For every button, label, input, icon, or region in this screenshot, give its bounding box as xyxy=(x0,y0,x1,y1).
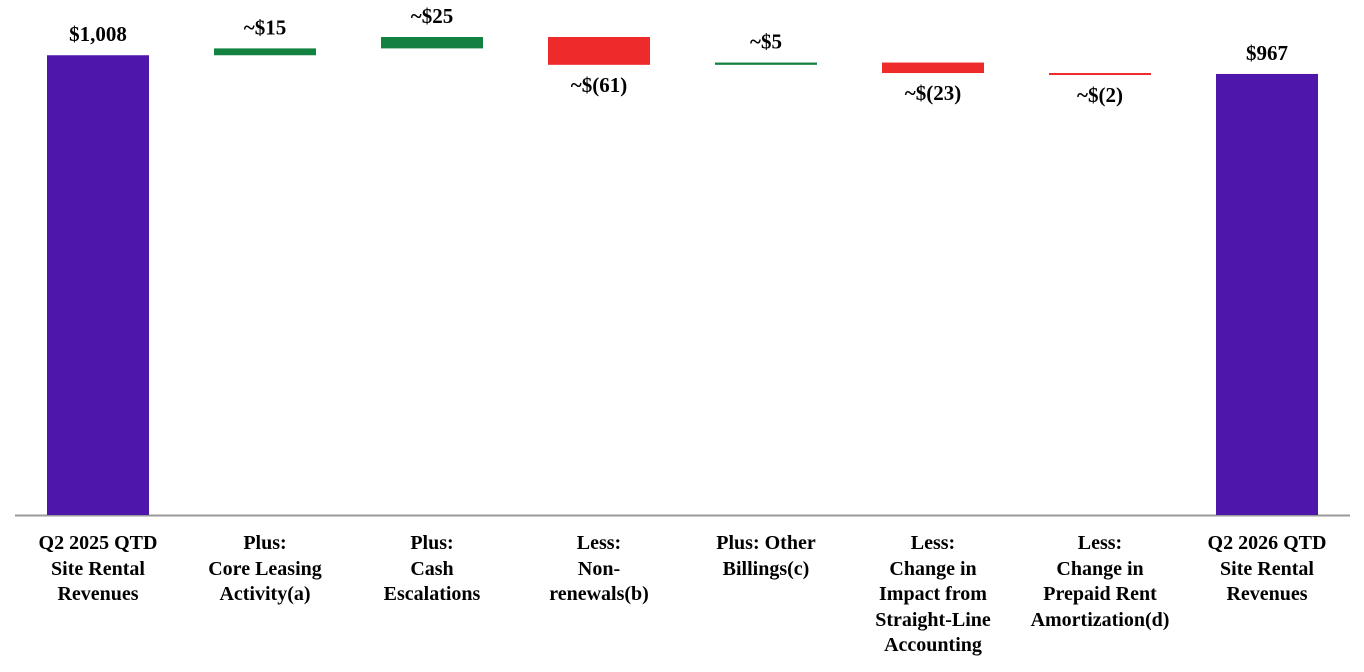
category-label: Less: Change in Prepaid Rent Amortizatio… xyxy=(1030,532,1170,631)
value-label: ~$5 xyxy=(750,30,782,54)
value-label: ~$25 xyxy=(411,4,453,28)
delta-bar xyxy=(1049,73,1151,76)
category-label: Less: Non- renewals(b) xyxy=(549,532,649,605)
delta-bar xyxy=(882,62,984,74)
category-label: Q2 2026 QTD Site Rental Revenues xyxy=(1207,532,1327,605)
value-label: ~$(23) xyxy=(905,81,961,105)
delta-bar xyxy=(715,62,817,65)
value-label: ~$(2) xyxy=(1077,83,1123,107)
delta-bar xyxy=(548,37,650,65)
category-label: Less: Change in Impact from Straight-Lin… xyxy=(875,532,991,656)
category-label: Plus: Core Leasing Activity(a) xyxy=(208,532,322,605)
category-label: Plus: Cash Escalations xyxy=(383,532,481,605)
value-label: ~$(61) xyxy=(571,73,627,97)
value-label: $967 xyxy=(1246,41,1288,65)
value-label: ~$15 xyxy=(244,15,286,39)
category-label: Q2 2025 QTD Site Rental Revenues xyxy=(38,532,158,605)
total-bar xyxy=(1216,73,1318,516)
total-bar xyxy=(47,55,149,516)
category-label: Plus: Other Billings(c) xyxy=(716,532,816,580)
delta-bar xyxy=(214,48,316,56)
value-label: $1,008 xyxy=(69,22,127,46)
delta-bar xyxy=(381,37,483,49)
